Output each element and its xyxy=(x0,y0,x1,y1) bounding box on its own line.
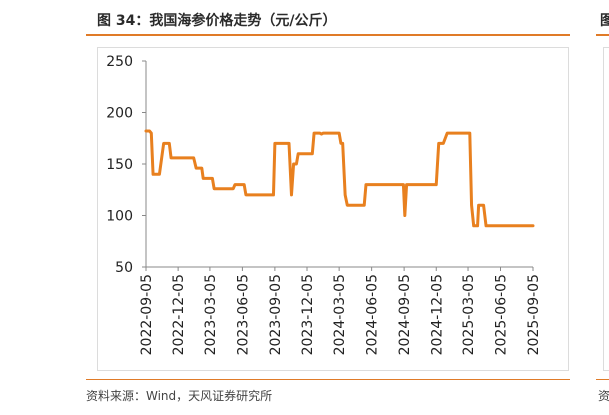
data-point xyxy=(292,163,295,166)
data-point xyxy=(200,167,203,170)
next-figure-title-rule xyxy=(596,34,609,36)
x-tick-label: 2024-09-05 xyxy=(397,274,413,355)
data-point xyxy=(405,183,408,186)
x-axis: 2022-09-05 2022-12-05 2023-03-05 2023-06-05… xyxy=(139,266,542,355)
data-point xyxy=(195,167,198,170)
data-point xyxy=(338,132,341,135)
title-rule xyxy=(86,34,570,36)
x-tick-label: 2025-06-05 xyxy=(494,274,510,355)
y-tick-label: 200 xyxy=(106,106,133,122)
data-point xyxy=(437,142,440,145)
x-tick-label: 2023-12-05 xyxy=(300,274,316,355)
y-tick-label: 100 xyxy=(106,209,133,225)
data-point xyxy=(341,142,344,145)
figure-title: 图 34：我国海参价格走势（元/公斤） xyxy=(97,13,337,29)
data-point xyxy=(192,156,195,159)
series-group xyxy=(144,129,535,228)
data-point xyxy=(288,142,291,145)
y-tick-label: 50 xyxy=(115,260,133,276)
data-point xyxy=(297,152,300,155)
source-note: 资料来源：Wind，天风证券研究所 xyxy=(86,389,273,403)
data-point xyxy=(158,173,161,176)
x-tick-label: 2022-12-05 xyxy=(171,274,187,355)
data-point xyxy=(364,183,367,186)
x-tick-label: 2025-03-05 xyxy=(461,274,477,355)
data-point xyxy=(202,177,205,180)
x-tick-label: 2024-12-05 xyxy=(429,274,445,355)
data-point xyxy=(482,204,485,207)
series-line-0 xyxy=(144,129,535,228)
chart-frame xyxy=(97,47,569,371)
next-figure-source-fragment: 资 xyxy=(598,389,609,403)
data-point xyxy=(472,224,475,227)
data-point xyxy=(532,224,535,227)
data-point xyxy=(402,183,405,186)
data-point xyxy=(435,183,438,186)
data-point xyxy=(311,152,314,155)
data-point xyxy=(290,193,293,196)
data-point xyxy=(244,193,247,196)
x-tick-label: 2023-03-05 xyxy=(203,274,219,355)
data-point xyxy=(273,142,276,145)
data-point xyxy=(233,183,236,186)
next-figure-title-fragment: 图 xyxy=(600,13,609,29)
data-point xyxy=(470,204,473,207)
x-tick-label: 2023-09-05 xyxy=(268,274,284,355)
data-point xyxy=(313,132,316,135)
data-point xyxy=(344,193,347,196)
data-point xyxy=(322,132,325,135)
data-point xyxy=(152,173,155,176)
data-point xyxy=(442,142,445,145)
next-figure-source-rule xyxy=(596,379,609,380)
x-tick-label: 2023-06-05 xyxy=(235,274,251,355)
x-tick-label: 2025-09-05 xyxy=(526,274,542,355)
data-point xyxy=(295,163,298,166)
data-point xyxy=(243,183,246,186)
x-tick-label: 2022-09-05 xyxy=(139,274,155,355)
y-axis: 50 100 150 200 250 xyxy=(106,54,147,276)
data-point xyxy=(346,204,349,207)
y-tick-label: 150 xyxy=(106,157,133,173)
data-point xyxy=(363,204,366,207)
x-tick-label: 2024-03-05 xyxy=(332,274,348,355)
data-point xyxy=(162,142,165,145)
data-point xyxy=(170,156,173,159)
data-point xyxy=(446,132,449,135)
next-chart-frame-edge xyxy=(603,47,609,371)
x-tick-label: 2024-06-05 xyxy=(365,274,381,355)
data-point xyxy=(403,214,406,217)
data-point xyxy=(213,187,216,190)
data-point xyxy=(468,132,471,135)
data-point xyxy=(150,132,153,135)
data-point xyxy=(477,204,480,207)
data-point xyxy=(485,224,488,227)
data-point xyxy=(145,130,148,133)
data-point xyxy=(476,224,479,227)
data-point xyxy=(272,193,275,196)
data-point xyxy=(168,142,171,145)
data-point xyxy=(232,187,235,190)
y-tick-label: 250 xyxy=(106,54,133,70)
data-point xyxy=(211,177,214,180)
source-rule xyxy=(86,379,570,380)
